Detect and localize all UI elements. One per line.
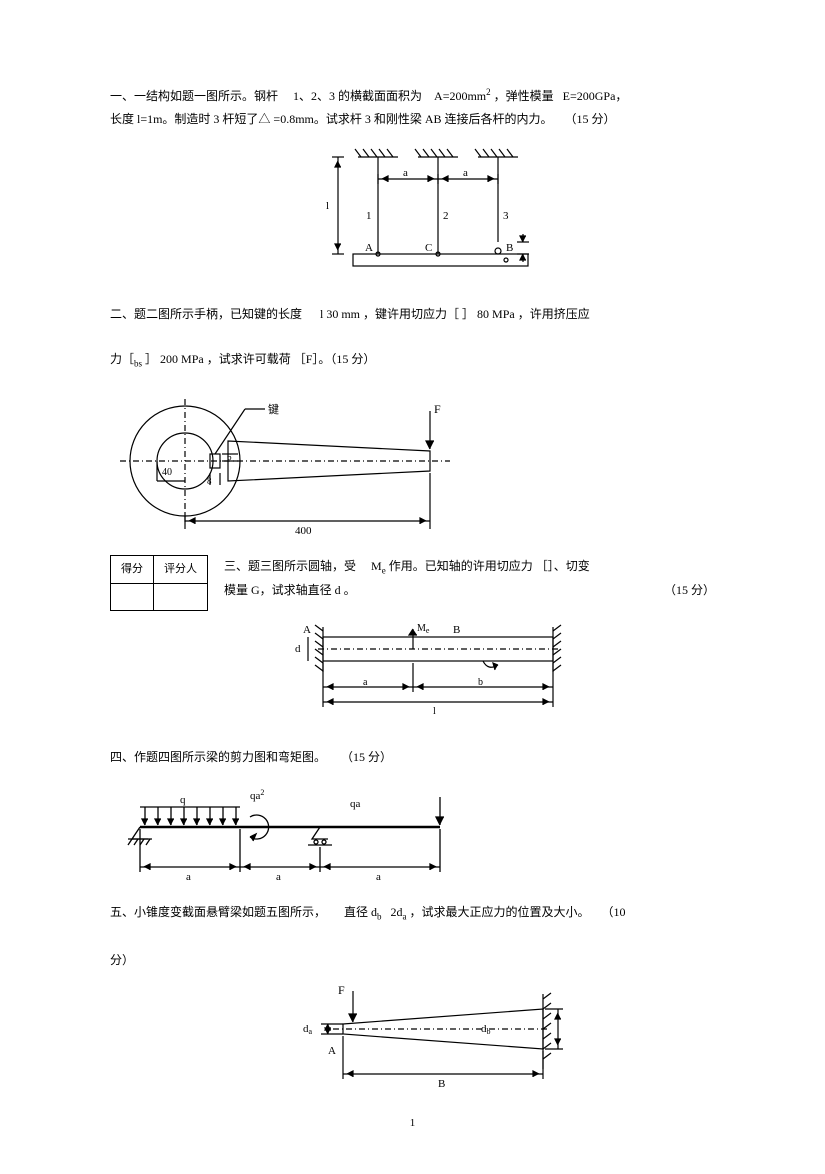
p4-points: （15 分）: [341, 750, 392, 764]
p2-c: 力［: [110, 352, 134, 366]
p1-c: A=200mm: [434, 89, 486, 103]
p4-text: 四、作题四图所示梁的剪力图和弯矩图。 （15 分）: [110, 746, 715, 769]
p5-text: 五、小锥度变截面悬臂梁如题五图所示， 直径 db 2da ，试求最大正应力的位置…: [110, 901, 715, 971]
score-table: 得分评分人: [110, 555, 208, 612]
svg-text:Me: Me: [417, 623, 430, 635]
p3-points: （15 分）: [664, 579, 715, 602]
p5-d: ，试求最大正应力的位置及大小。: [410, 905, 590, 919]
p4-qa2: qa: [250, 790, 261, 802]
p1-bar1: 1: [366, 210, 372, 222]
p1-bar2: 2: [443, 210, 449, 222]
p2-8: 8: [207, 476, 212, 486]
p3-A: A: [303, 624, 311, 636]
p5-a: 五、小锥度变截面悬臂梁如题五图所示，: [110, 905, 326, 919]
p1-l: l: [326, 200, 329, 212]
p5-A: A: [328, 1045, 336, 1057]
p4-a2: a: [276, 871, 281, 883]
p5-B: B: [438, 1078, 445, 1090]
p1-bar3: 3: [503, 210, 509, 222]
p2-400: 400: [295, 525, 312, 537]
p3-b-sub: e: [382, 565, 386, 575]
p2-40: 40: [162, 467, 172, 478]
p4-qa: qa: [350, 798, 361, 810]
p3-B: B: [453, 624, 460, 636]
p3-b: M: [371, 559, 382, 573]
p2-c-sub: bs: [134, 359, 142, 369]
p3-Me: M: [417, 623, 426, 634]
p1-A: A: [365, 242, 373, 254]
p3-a: 三、题三图所示圆轴，受: [224, 559, 356, 573]
p1-c2: 2: [486, 87, 491, 97]
p5-c: 2d: [391, 905, 403, 919]
p1-points: （15 分）: [565, 112, 616, 126]
p3-da: a: [363, 677, 368, 688]
p2-diagram: 键 40 6 8 F 400: [110, 381, 480, 541]
p1-a1: a: [403, 167, 408, 179]
p2-d: ］ 200 MPa ，试求许可载荷 ［F］。（15 分）: [145, 352, 375, 366]
page-number: 1: [110, 1113, 715, 1134]
p1-b: 1、2、3 的横截面面积为: [293, 89, 422, 103]
p3-row: 得分评分人 三、题三图所示圆轴，受 Me 作用。已知轴的许用切应力 ［］、切变 …: [110, 555, 715, 602]
score-h1: 得分: [111, 555, 154, 583]
p3-d: 模量 G，试求轴直径 d 。: [224, 583, 356, 597]
p5-diagram: F da db A B: [233, 979, 593, 1099]
p1-hatch: [355, 149, 518, 157]
p5-b-sub: b: [377, 912, 382, 922]
p1-e: E=200GPa，: [563, 89, 628, 103]
p1-d: ，弹性模量: [494, 89, 554, 103]
p4-qa2-sup: 2: [260, 788, 264, 797]
p2-F: F: [434, 402, 441, 416]
p4-diagram: q qa2 qa a a a: [110, 777, 470, 887]
p5-da-sub: a: [308, 1027, 312, 1036]
p1-C: C: [425, 242, 432, 254]
p3-diagram: A B d Me a b l: [213, 617, 613, 732]
p3-db: b: [478, 677, 483, 688]
p1-a2: a: [463, 167, 468, 179]
p3-dl: l: [433, 706, 436, 717]
p5-db-sub: b: [486, 1027, 490, 1036]
p4-q: q: [180, 794, 186, 806]
p5-F: F: [338, 983, 345, 997]
svg-text:da: da: [303, 1023, 313, 1036]
p2-text: 二、题二图所示手柄，已知键的长度 l 30 mm ，键许用切应力［ ］ 80 M…: [110, 303, 715, 373]
p2-6: 6: [227, 452, 232, 462]
score-h2: 评分人: [154, 555, 208, 583]
p3-d: d: [295, 643, 301, 655]
p1-f: 长度 l=1m。制造时 3 杆短了△ =0.8mm。试求杆 3 和刚性梁 AB …: [110, 112, 553, 126]
p5-points: （10: [602, 905, 626, 919]
p1-a: 一、一结构如题一图所示。钢杆: [110, 89, 278, 103]
svg-text:qa2: qa2: [250, 788, 264, 802]
p4-a1: a: [186, 871, 191, 883]
svg-text:db: db: [481, 1023, 491, 1036]
p1-B: B: [506, 242, 513, 254]
p1-diagram: l a a 1 2 3 A C B: [263, 139, 563, 289]
p5-e: 分）: [110, 953, 134, 967]
p1-text: 一、一结构如题一图所示。钢杆 1、2、3 的横截面面积为 A=200mm2 ，弹…: [110, 84, 715, 131]
p5-c-sub: a: [403, 912, 407, 922]
p3-Me-sub: e: [425, 626, 429, 635]
p2-a: 二、题二图所示手柄，已知键的长度: [110, 307, 302, 321]
p2-key: 键: [268, 402, 279, 416]
p3-c: 作用。已知轴的许用切应力 ［］、切变: [389, 559, 590, 573]
p5-b: 直径 d: [344, 905, 377, 919]
p4-a: 四、作题四图所示梁的剪力图和弯矩图。: [110, 750, 326, 764]
p2-b: l 30 mm ，键许用切应力［ ］ 80 MPa ，许用挤压应: [320, 307, 590, 321]
p4-a3: a: [376, 871, 381, 883]
